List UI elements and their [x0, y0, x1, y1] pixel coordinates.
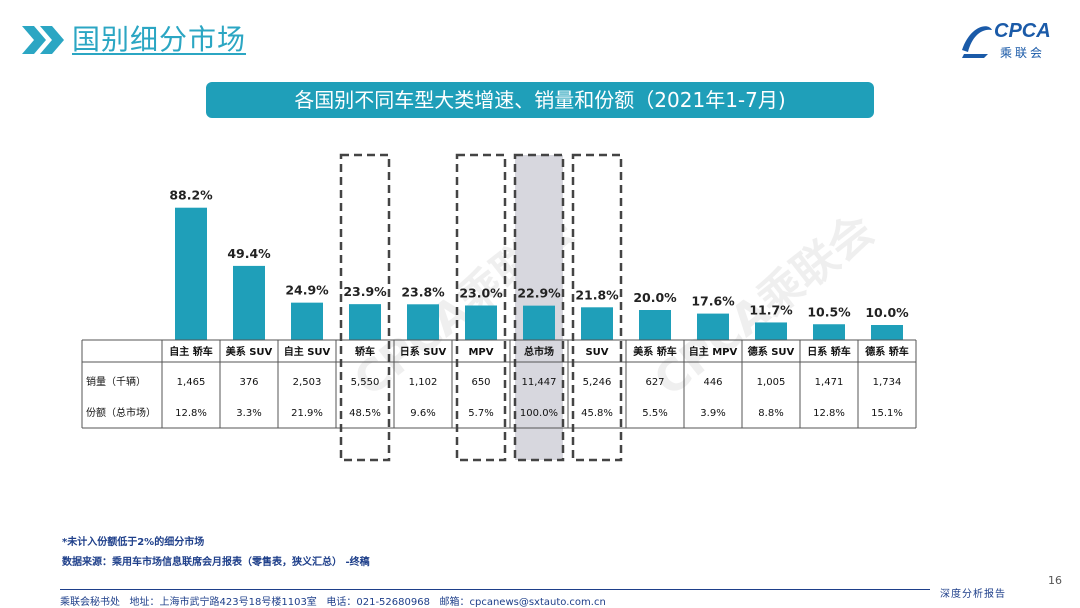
row-label: 销量（千辆） — [86, 375, 146, 388]
bar-8 — [639, 310, 671, 340]
bar-1 — [233, 265, 265, 340]
bar-10 — [755, 322, 787, 340]
cell-value: 5.7% — [468, 408, 493, 419]
row-label: 份额（总市场） — [86, 406, 156, 419]
chart-title-banner: 各国别不同车型大类增速、销量和份额（2021年1-7月) — [206, 82, 874, 118]
cell-value: 11,447 — [522, 377, 557, 388]
cell-value: 5.5% — [642, 408, 667, 419]
bar-5 — [465, 305, 497, 340]
cell-value: 650 — [471, 377, 490, 388]
category-label: MPV — [468, 347, 493, 358]
cell-value: 15.1% — [871, 408, 903, 419]
cell-value: 3.3% — [236, 408, 261, 419]
category-label: 自主 轿车 — [169, 345, 212, 358]
bar-3 — [349, 304, 381, 340]
cell-value: 3.9% — [700, 408, 725, 419]
category-label: 日系 SUV — [400, 345, 447, 358]
bar-9 — [697, 313, 729, 340]
footnote: *未计入份额低于2%的细分市场 — [62, 537, 205, 548]
cell-value: 1,734 — [873, 377, 902, 388]
growth-label: 88.2% — [169, 188, 213, 203]
highlight-box-轿车 — [339, 153, 391, 462]
logo-name: CPCA — [994, 20, 1051, 42]
growth-label: 21.8% — [575, 287, 619, 302]
bar-0 — [175, 207, 207, 340]
cell-value: 1,471 — [815, 377, 844, 388]
growth-label: 17.6% — [691, 294, 735, 309]
page-number: 16 — [1048, 574, 1062, 587]
highlight-box-SUV — [571, 153, 623, 462]
category-label: 德系 SUV — [747, 345, 795, 358]
category-label: 美系 轿车 — [633, 345, 676, 358]
cell-value: 627 — [645, 377, 664, 388]
highlight-box-MPV — [455, 153, 507, 462]
cell-value: 12.8% — [813, 408, 845, 419]
cell-value: 8.8% — [758, 408, 783, 419]
data-source: 数据来源：乘用车市场信息联席会月报表（零售表，狭义汇总） -终稿 — [62, 557, 370, 568]
growth-label: 23.9% — [343, 284, 387, 299]
cell-value: 21.9% — [291, 408, 323, 419]
category-label: 轿车 — [355, 345, 375, 358]
bar-7 — [581, 307, 613, 340]
category-label: 美系 SUV — [226, 345, 273, 358]
footer-email: 邮箱：cpcanews@sxtauto.com.cn — [439, 597, 606, 608]
footer-address: 地址：上海市武宁路423号18号楼1103室 — [129, 597, 317, 608]
category-label: SUV — [585, 347, 608, 358]
cell-value: 100.0% — [520, 408, 558, 419]
cell-value: 5,246 — [583, 377, 612, 388]
growth-label: 23.8% — [401, 284, 445, 299]
cell-value: 376 — [239, 377, 258, 388]
footer-info: 乘联会秘书处 地址：上海市武宁路423号18号楼1103室 电话：021-526… — [60, 593, 606, 608]
bar-6 — [523, 305, 555, 340]
bar-12 — [871, 325, 903, 340]
growth-label: 10.0% — [865, 305, 909, 320]
growth-label: 23.0% — [459, 286, 503, 301]
logo-subtitle: 乘联会 — [1000, 46, 1046, 60]
cell-value: 48.5% — [349, 408, 381, 419]
category-label: 德系 轿车 — [864, 345, 908, 358]
cell-value: 446 — [703, 377, 722, 388]
page-title: 国别细分市场 — [72, 23, 247, 56]
growth-label: 10.5% — [807, 304, 851, 319]
category-label: 日系 轿车 — [807, 345, 850, 358]
bar-11 — [813, 324, 845, 340]
cell-value: 9.6% — [410, 408, 435, 419]
category-label: 总市场 — [524, 345, 554, 358]
growth-label: 22.9% — [517, 286, 561, 301]
growth-label: 24.9% — [285, 283, 329, 298]
cpca-logo-icon — [962, 26, 992, 58]
cell-value: 1,465 — [177, 377, 206, 388]
footer-divider — [60, 589, 930, 590]
chevron-icon — [22, 26, 64, 54]
bar-2 — [291, 302, 323, 340]
cell-value: 12.8% — [175, 408, 207, 419]
category-label: 自主 MPV — [689, 345, 738, 358]
highlight-box-总市场 — [513, 153, 565, 462]
cell-value: 5,550 — [351, 377, 380, 388]
category-label: 自主 SUV — [284, 345, 331, 358]
footer-org: 乘联会秘书处 — [60, 597, 120, 608]
growth-label: 49.4% — [227, 246, 271, 261]
bar-4 — [407, 304, 439, 340]
cell-value: 45.8% — [581, 408, 613, 419]
cell-value: 1,102 — [409, 377, 438, 388]
footer-tagline: 深度分析报告 — [940, 589, 1006, 600]
growth-label: 11.7% — [749, 302, 793, 317]
cell-value: 2,503 — [293, 377, 322, 388]
cell-value: 1,005 — [757, 377, 786, 388]
growth-label: 20.0% — [633, 290, 677, 305]
footer-phone: 电话：021-52680968 — [326, 597, 430, 608]
